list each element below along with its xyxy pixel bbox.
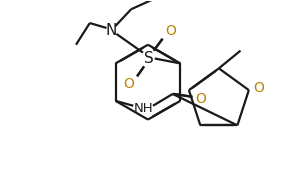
Text: NH: NH bbox=[133, 102, 153, 115]
Text: O: O bbox=[195, 92, 206, 106]
Text: N: N bbox=[106, 23, 117, 38]
Text: O: O bbox=[165, 24, 176, 38]
Text: O: O bbox=[124, 77, 135, 91]
Text: S: S bbox=[144, 51, 154, 66]
Text: O: O bbox=[253, 81, 264, 95]
